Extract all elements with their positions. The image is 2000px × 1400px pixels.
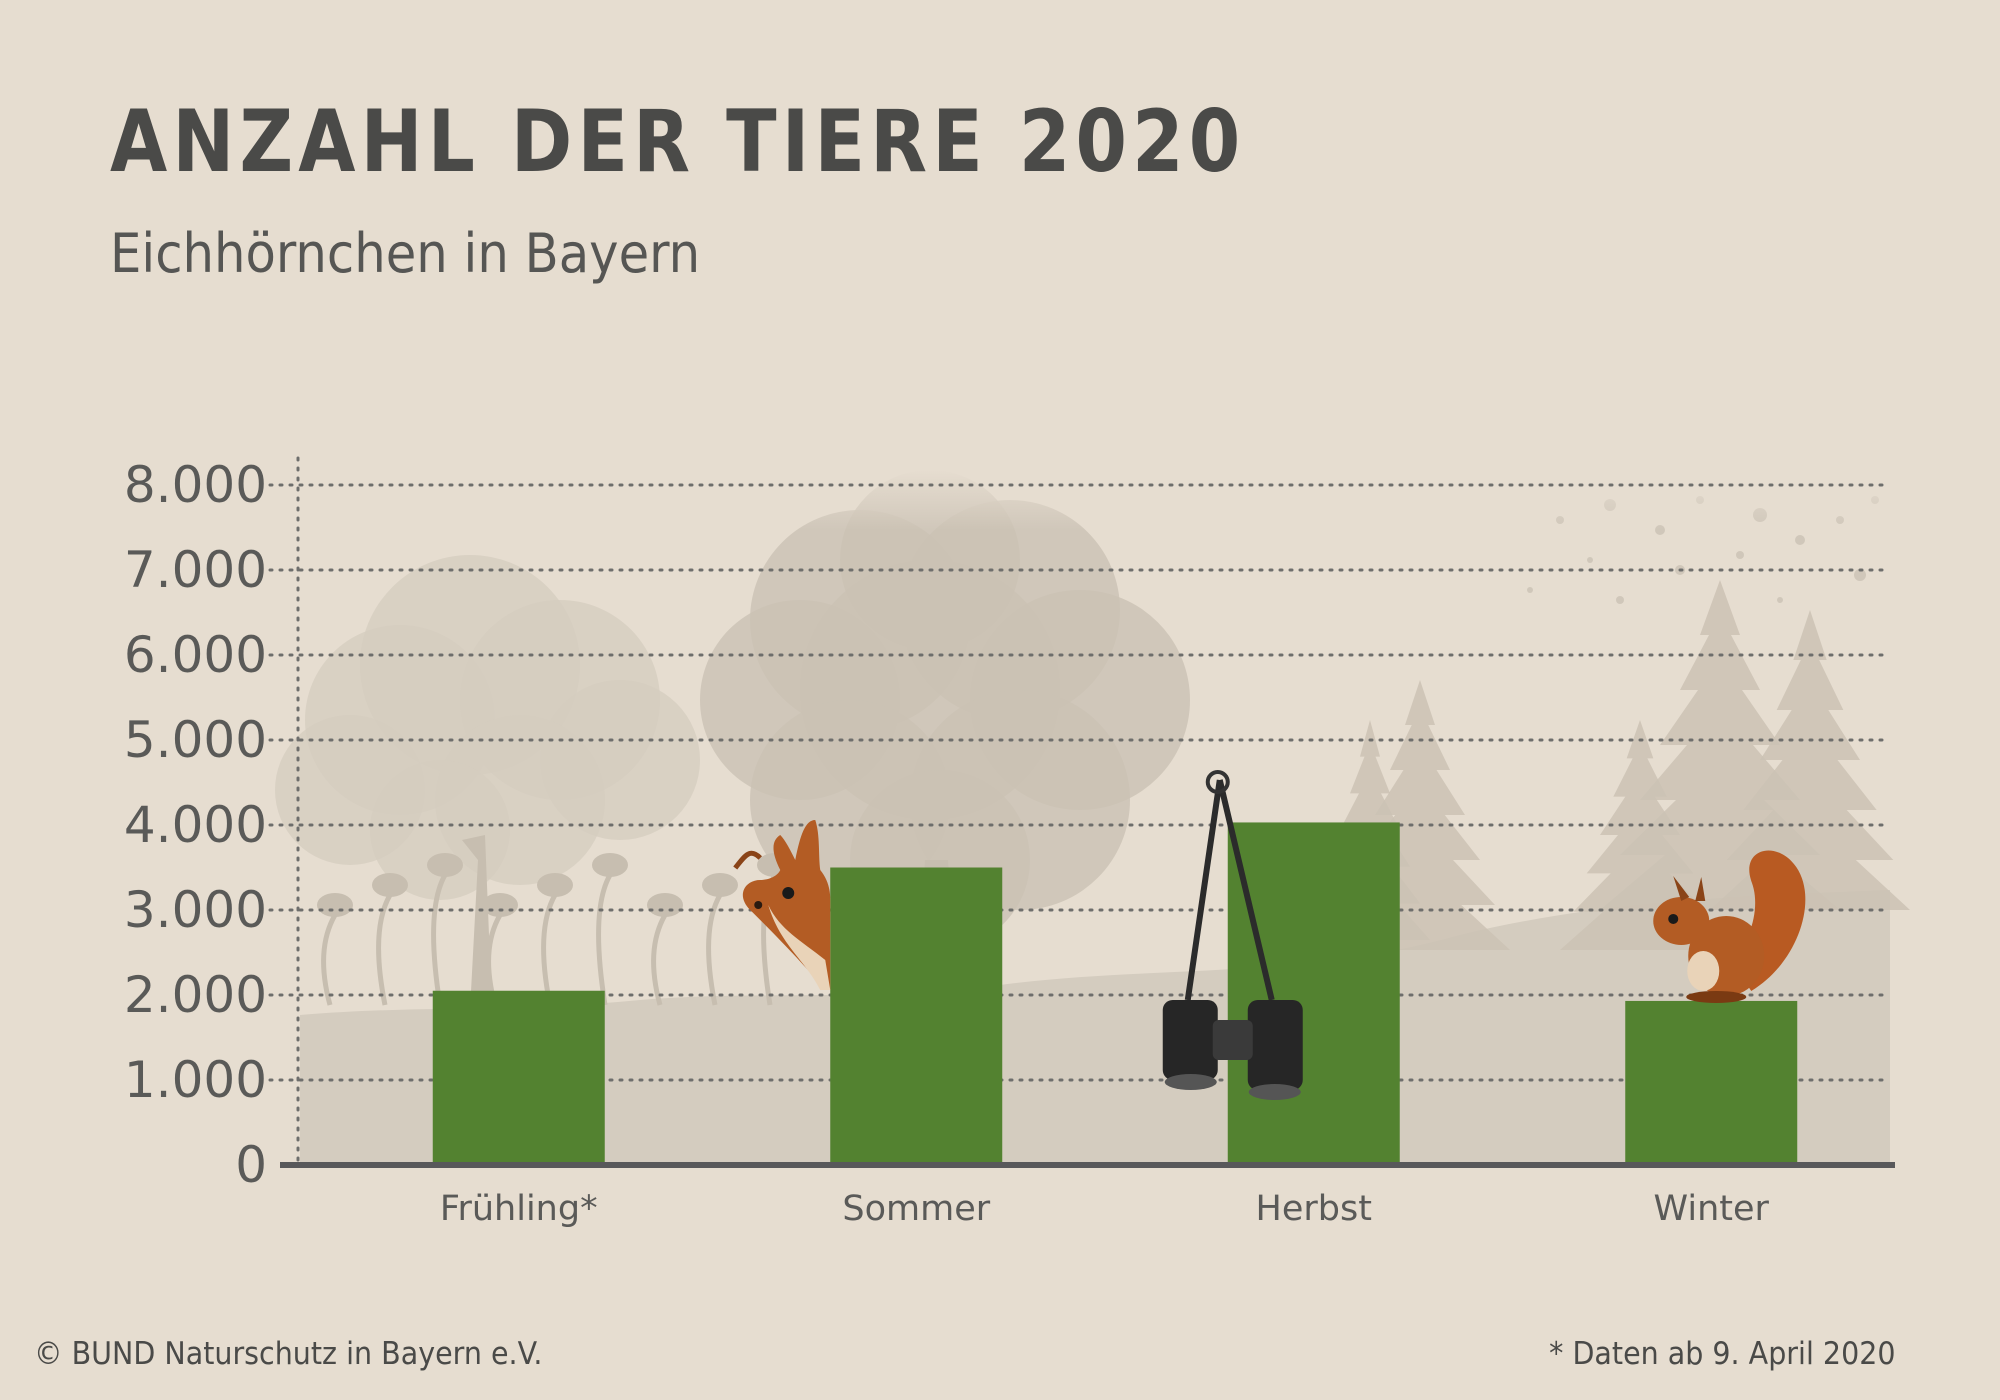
y-tick-label: 0	[235, 1136, 267, 1194]
snow-dot	[1736, 551, 1744, 559]
squirrel-nose	[754, 901, 763, 909]
x-tick-label: Herbst	[1256, 1189, 1372, 1229]
plant-flower	[702, 873, 738, 897]
footnote-text: * Daten ab 9. April 2020	[1549, 1336, 1896, 1372]
x-tick-label: Frühling*	[440, 1189, 598, 1229]
snow-dot	[1854, 569, 1866, 581]
bar	[830, 867, 1003, 1165]
binoculars-bridge	[1212, 1020, 1253, 1060]
peeking-squirrel-icon	[733, 820, 831, 990]
plant-flower	[592, 853, 628, 877]
y-tick-label: 7.000	[124, 541, 267, 599]
binoculars-icon	[1162, 770, 1303, 1100]
y-tick-label: 8.000	[124, 456, 267, 514]
tree-crown-left	[370, 760, 510, 900]
chart-decorations	[733, 770, 1806, 1100]
plant-flower	[372, 873, 408, 897]
forest-ground	[300, 890, 1890, 1165]
copyright-text: © BUND Naturschutz in Bayern e.V.	[34, 1336, 543, 1372]
x-tick-label: Sommer	[842, 1189, 990, 1229]
binoculars-strap	[1184, 779, 1275, 1001]
binoculars-right-barrel	[1247, 1000, 1303, 1090]
plant-stem	[376, 893, 393, 1006]
y-tick-label: 3.000	[124, 881, 267, 939]
page-subtitle: Eichhörnchen in Bayern	[110, 222, 701, 285]
y-tick-label: 6.000	[124, 626, 267, 684]
plant-stem	[651, 913, 668, 1006]
snow-dot	[1777, 597, 1783, 603]
bar	[432, 990, 605, 1165]
squirrel-eye	[1668, 913, 1679, 924]
x-axis-labels: Frühling* Sommer Herbst Winter	[440, 1189, 1770, 1229]
binoculars-left-lens	[1164, 1074, 1217, 1090]
snow-dot	[1616, 596, 1624, 604]
plant-stem	[321, 913, 338, 1006]
plant-flower	[647, 893, 683, 917]
plant-flower	[537, 873, 573, 897]
chart-bars	[432, 822, 1798, 1165]
plant-stem	[431, 873, 448, 1006]
binoculars-right-lens	[1248, 1084, 1301, 1100]
bar	[1227, 822, 1400, 1165]
y-tick-label: 2.000	[124, 966, 267, 1024]
plant-stem	[706, 893, 723, 1006]
forest-silhouette	[275, 470, 1910, 1165]
bar	[1625, 1000, 1798, 1165]
y-axis-ticks: 0 1.000 2.000 3.000 4.000 5.000 6.000 7.000 8.00…	[124, 456, 267, 1194]
conifer-tree	[1710, 610, 1910, 910]
snow-dot	[1527, 587, 1533, 593]
forest-fade	[300, 470, 1890, 530]
squirrel-eye	[782, 887, 795, 899]
squirrel-feet	[1686, 990, 1747, 1003]
plant-stem	[596, 873, 613, 1006]
y-tick-label: 4.000	[124, 796, 267, 854]
squirrel-chest	[768, 905, 831, 990]
tree-trunk-left	[462, 835, 492, 1010]
binoculars-hook	[1205, 770, 1230, 794]
page-title: ANZAHL DER TIERE 2020	[110, 92, 1246, 192]
plant-flower	[317, 893, 353, 917]
squirrel-ears	[1673, 875, 1706, 901]
binoculars-left-barrel	[1162, 1000, 1218, 1080]
plant-flower	[427, 853, 463, 877]
snow-dot	[1795, 535, 1805, 545]
sitting-squirrel-icon	[1653, 850, 1806, 1003]
plant-flower	[482, 893, 518, 917]
y-tick-label: 1.000	[124, 1051, 267, 1109]
snow-dot	[1587, 557, 1593, 563]
squirrel-head	[1653, 896, 1710, 945]
x-tick-label: Winter	[1654, 1189, 1770, 1229]
squirrel-chest	[1687, 950, 1720, 991]
squirrel-ear	[733, 850, 763, 870]
y-tick-label: 5.000	[124, 711, 267, 769]
plant-stem	[541, 893, 558, 1006]
